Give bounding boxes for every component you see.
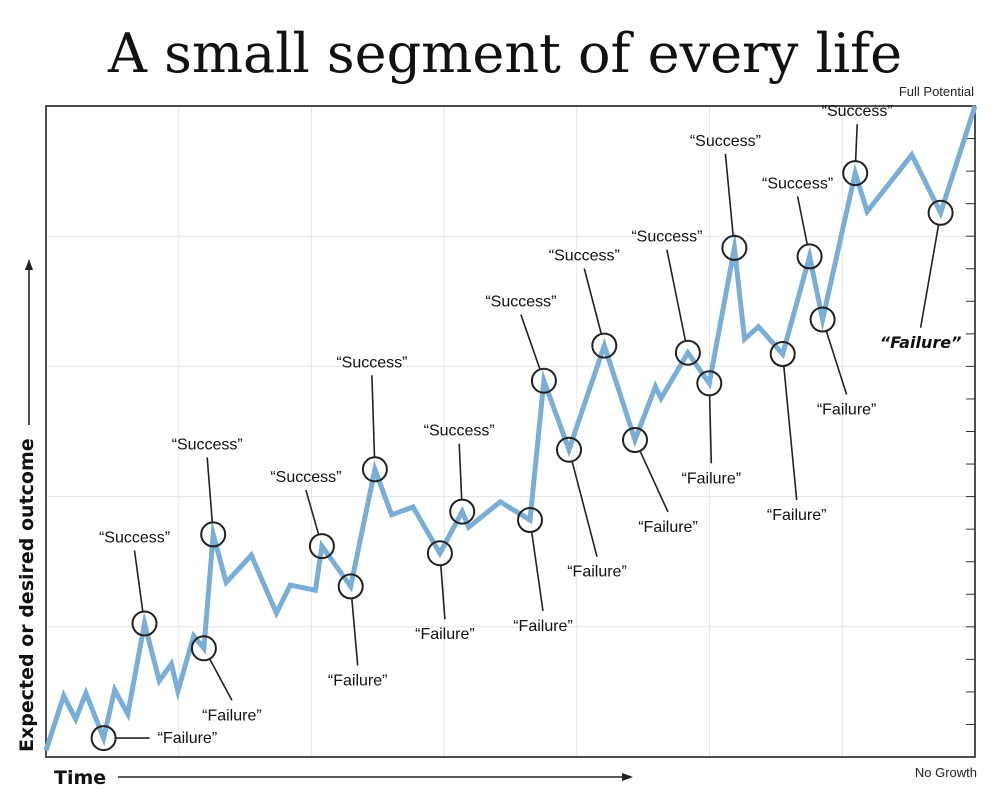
failure-label: “Failure” <box>682 470 742 487</box>
annotation-leader <box>520 314 541 370</box>
annotation-leader <box>208 658 233 701</box>
annotation-circle <box>200 521 227 548</box>
annotation-leader <box>530 531 544 612</box>
failure-label: “Failure” <box>567 564 627 581</box>
plot-frame <box>45 105 976 758</box>
grid <box>46 106 975 757</box>
success-label: “Success” <box>549 248 620 265</box>
full-potential-label: Full Potential <box>899 84 974 99</box>
annotation-circle <box>769 341 796 367</box>
annotation-leader <box>440 565 446 620</box>
failure-label: “Failure” <box>817 402 877 419</box>
failure-label: “Failure” <box>328 672 388 689</box>
annotation-leader <box>825 330 848 395</box>
annotation-circle <box>361 456 388 483</box>
success-label: “Success” <box>172 436 243 453</box>
annotation-circle <box>90 725 117 752</box>
annotation-circle <box>337 573 364 600</box>
failure-label: “Failure” <box>158 730 218 747</box>
x-axis-label: Time <box>54 767 106 789</box>
annotation-circle <box>721 234 748 261</box>
annotation-circle <box>308 533 335 560</box>
annotation-circle <box>796 243 823 270</box>
annotation-leader <box>133 550 144 612</box>
annotation-leader <box>371 375 376 458</box>
annotation-circle <box>696 370 723 397</box>
annotation-leader <box>919 224 940 328</box>
annotation-circle <box>591 332 618 359</box>
success-label: “Success” <box>690 133 761 150</box>
success-label: “Success” <box>99 530 170 547</box>
annotation-leader <box>708 395 713 464</box>
failure-label: “Failure” <box>415 626 475 643</box>
annotation-circle <box>449 498 476 525</box>
annotation-leader <box>583 268 603 335</box>
annotation-circle <box>530 367 557 394</box>
annotation-circle <box>622 427 648 453</box>
annotation-circle <box>517 507 543 533</box>
annotation-leader <box>305 489 320 535</box>
annotation-circle <box>927 199 954 226</box>
annotation-leader <box>796 196 809 245</box>
x-axis-arrowhead <box>622 773 633 781</box>
success-label: “Success” <box>485 294 556 311</box>
annotation-layer: “Failure” “Success” “Failure” “Success” “Suc… <box>90 103 962 752</box>
right-axis-ticks <box>966 138 975 725</box>
annotation-leader <box>351 598 359 666</box>
success-label: “Success” <box>762 175 833 192</box>
annotation-circle <box>556 436 582 463</box>
annotation-circle <box>842 160 869 187</box>
annotation-leader <box>783 365 798 501</box>
no-growth-label: No Growth <box>915 765 977 780</box>
y-axis-arrowhead <box>25 259 33 270</box>
failure-label: “Failure” <box>202 707 262 724</box>
annotation-leader <box>206 457 214 523</box>
failure-label: “Failure” <box>638 519 698 536</box>
annotation-leader <box>458 443 463 500</box>
success-label: “Success” <box>822 103 893 120</box>
series-layer <box>43 105 978 752</box>
annotation-leader <box>639 450 669 513</box>
y-axis-label: Expected or desired outcome <box>16 438 38 752</box>
series-line-outcome <box>43 105 978 752</box>
annotation-circle <box>190 635 217 662</box>
annotation-circle <box>674 339 701 366</box>
success-label: “Success” <box>270 469 341 486</box>
success-label: “Success” <box>631 229 702 246</box>
success-label: “Success” <box>424 423 495 440</box>
success-label: “Success” <box>336 354 407 371</box>
annotation-leader <box>854 124 858 162</box>
annotation-circle <box>426 540 453 567</box>
annotation-leader <box>571 461 598 557</box>
failure-label: “Failure” <box>880 333 962 352</box>
chart-title: A small segment of every life <box>107 22 902 85</box>
annotation-leader <box>724 153 734 237</box>
failure-label: “Failure” <box>767 507 827 524</box>
annotation-circle <box>131 610 158 637</box>
failure-label: “Failure” <box>513 618 573 635</box>
annotation-circle <box>809 306 836 333</box>
annotation-leader <box>666 249 687 342</box>
